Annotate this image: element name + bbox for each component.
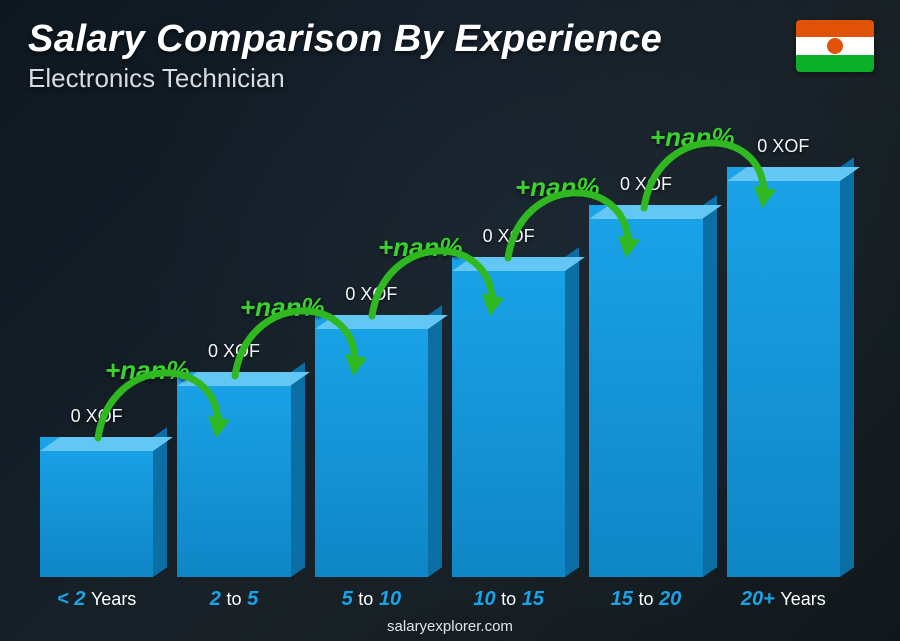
bar-front-face bbox=[452, 257, 565, 577]
bar-value-label: 0 XOF bbox=[620, 174, 672, 195]
x-tick-1: 2 to 5 bbox=[177, 588, 290, 611]
country-flag-icon bbox=[796, 20, 874, 72]
bar-1: 0 XOF bbox=[177, 341, 290, 577]
bar-0: 0 XOF bbox=[40, 406, 153, 577]
bar-top-face bbox=[40, 437, 173, 451]
x-tick-0: < 2 Years bbox=[40, 588, 153, 611]
flag-stripe-top bbox=[796, 20, 874, 37]
chart-subtitle: Electronics Technician bbox=[28, 63, 780, 94]
bar-2: 0 XOF bbox=[315, 284, 428, 577]
bar-front-face bbox=[727, 167, 840, 577]
bar-value-label: 0 XOF bbox=[345, 284, 397, 305]
flag-stripe-bot bbox=[796, 55, 874, 72]
bar-side-face bbox=[428, 305, 442, 577]
bar-front-face bbox=[177, 372, 290, 577]
bar-4: 0 XOF bbox=[589, 174, 702, 577]
x-tick-5: 20+ Years bbox=[727, 588, 840, 611]
chart-stage: Salary Comparison By Experience Electron… bbox=[0, 0, 900, 641]
bar-side-face bbox=[153, 427, 167, 577]
x-tick-3: 10 to 15 bbox=[452, 588, 565, 611]
bar-top-face bbox=[177, 372, 310, 386]
bar-top-face bbox=[452, 257, 585, 271]
bar-5: 0 XOF bbox=[727, 136, 840, 577]
x-tick-2: 5 to 10 bbox=[315, 588, 428, 611]
bar-side-face bbox=[565, 247, 579, 577]
bar-3d bbox=[452, 257, 565, 577]
bar-front-face bbox=[315, 315, 428, 577]
footer-credit: salaryexplorer.com bbox=[0, 618, 900, 635]
bar-value-label: 0 XOF bbox=[757, 136, 809, 157]
bar-front-face bbox=[589, 205, 702, 577]
header: Salary Comparison By Experience Electron… bbox=[28, 18, 780, 94]
x-axis: < 2 Years 2 to 5 5 to 10 10 to 15 15 to 20 20… bbox=[40, 588, 840, 611]
bar-3d bbox=[727, 167, 840, 577]
bar-3d bbox=[315, 315, 428, 577]
bar-value-label: 0 XOF bbox=[71, 406, 123, 427]
x-tick-4: 15 to 20 bbox=[589, 588, 702, 611]
bar-3d bbox=[589, 205, 702, 577]
bar-side-face bbox=[291, 362, 305, 577]
bar-top-face bbox=[589, 205, 722, 219]
bar-chart: 0 XOF 0 XOF 0 XOF 0 XOF 0 XOF 0 XOF bbox=[40, 107, 840, 577]
bar-value-label: 0 XOF bbox=[483, 226, 535, 247]
bar-side-face bbox=[840, 157, 854, 577]
bar-top-face bbox=[315, 315, 448, 329]
bar-front-face bbox=[40, 437, 153, 577]
bar-top-face bbox=[727, 167, 860, 181]
bar-side-face bbox=[703, 195, 717, 577]
bar-3d bbox=[177, 372, 290, 577]
bar-value-label: 0 XOF bbox=[208, 341, 260, 362]
chart-title: Salary Comparison By Experience bbox=[28, 18, 780, 61]
bar-3: 0 XOF bbox=[452, 226, 565, 577]
flag-dot bbox=[827, 38, 843, 54]
bar-3d bbox=[40, 437, 153, 577]
